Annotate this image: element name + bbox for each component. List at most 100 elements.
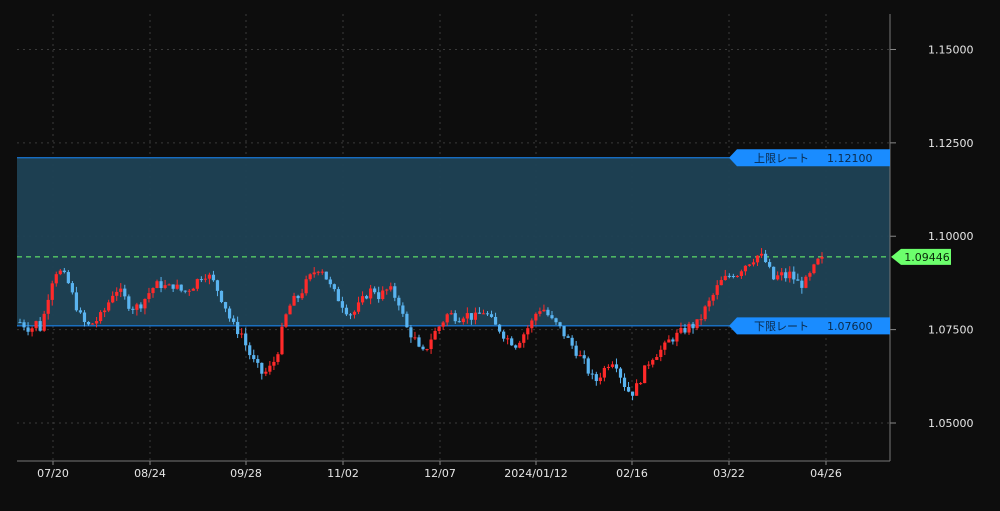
- candle-down: [457, 321, 461, 323]
- candle-up: [50, 283, 54, 300]
- candle-down: [417, 337, 421, 347]
- candle-down: [514, 345, 518, 348]
- candle-up: [425, 349, 429, 351]
- candle-down: [324, 271, 328, 280]
- candle-down: [248, 345, 252, 356]
- candle-down: [683, 327, 687, 333]
- candle-up: [167, 284, 171, 286]
- candle-up: [187, 290, 191, 292]
- candle-down: [62, 270, 66, 273]
- candle-down: [18, 322, 22, 324]
- candle-up: [530, 320, 534, 329]
- candle-up: [723, 275, 727, 281]
- candle-down: [377, 292, 381, 300]
- candle-down: [131, 308, 135, 310]
- candle-up: [715, 285, 719, 295]
- candle-down: [373, 288, 377, 293]
- candle-down: [510, 338, 514, 346]
- candle-up: [429, 339, 433, 350]
- candle-down: [800, 280, 804, 288]
- candle-up: [413, 337, 417, 339]
- candle-up: [655, 357, 659, 360]
- candle-down: [586, 358, 590, 374]
- x-tick-label: 11/02: [327, 467, 359, 480]
- candle-up: [812, 264, 816, 274]
- candle-up: [111, 295, 115, 303]
- candle-down: [236, 321, 240, 335]
- candle-up: [115, 291, 119, 296]
- candle-up: [687, 323, 691, 333]
- candle-up: [449, 313, 453, 315]
- candle-up: [135, 304, 139, 310]
- candle-down: [485, 313, 490, 315]
- candle-down: [768, 262, 772, 267]
- candle-down: [364, 296, 369, 299]
- candle-up: [675, 332, 679, 342]
- upper-limit-tag: [729, 149, 890, 167]
- candle-up: [538, 311, 542, 314]
- candle-up: [369, 288, 373, 299]
- candle-up: [759, 253, 764, 256]
- candle-up: [280, 326, 284, 355]
- candle-up: [143, 298, 147, 309]
- y-tick-label: 1.10000: [928, 230, 974, 243]
- candle-up: [272, 361, 276, 366]
- candle-down: [332, 284, 336, 290]
- candle-up: [46, 299, 50, 314]
- candle-up: [268, 365, 272, 372]
- candle-up: [788, 271, 792, 279]
- candle-up: [264, 371, 268, 374]
- candle-up: [542, 309, 546, 312]
- y-tick-label: 1.12500: [928, 137, 974, 150]
- band-fill: [17, 157, 890, 326]
- candle-up: [743, 265, 748, 272]
- candle-up: [90, 323, 95, 325]
- candle-down: [244, 333, 248, 346]
- candle-up: [284, 314, 288, 327]
- candle-down: [252, 355, 256, 360]
- candle-down: [763, 253, 768, 263]
- candle-up: [473, 312, 478, 320]
- candle-down: [171, 284, 175, 289]
- candle-up: [735, 275, 739, 277]
- price-tags: 上限レート 1.12100 下限レート 1.07600 1.09446: [729, 149, 951, 335]
- candle-up: [639, 383, 643, 385]
- lower-limit-tag-label: 下限レート: [754, 320, 809, 333]
- candle-down: [796, 279, 800, 281]
- y-tick-label: 1.07500: [928, 324, 974, 337]
- candle-up: [602, 367, 606, 378]
- axes: [17, 14, 896, 465]
- candle-down: [393, 286, 397, 298]
- candle-up: [58, 270, 62, 275]
- candle-down: [86, 322, 91, 325]
- candle-up: [522, 334, 526, 343]
- candle-down: [405, 313, 409, 328]
- candle-down: [215, 280, 220, 291]
- candle-down: [123, 288, 127, 297]
- candle-up: [534, 313, 538, 321]
- candle-up: [240, 333, 244, 335]
- candle-up: [739, 271, 743, 276]
- candle-down: [219, 290, 224, 303]
- candle-down: [78, 310, 83, 313]
- candle-up: [203, 278, 207, 280]
- candle-up: [437, 326, 441, 331]
- candle-up: [776, 275, 780, 280]
- candle-down: [223, 302, 228, 309]
- candle-down: [574, 345, 578, 356]
- candle-down: [409, 327, 413, 338]
- y-tick-label: 1.15000: [928, 43, 974, 56]
- candle-down: [70, 283, 74, 293]
- candle-down: [22, 322, 26, 328]
- candle-up: [94, 321, 99, 324]
- upper-limit-tag-value: 1.12100: [827, 152, 873, 165]
- candle-down: [82, 312, 87, 323]
- candle-down: [497, 324, 502, 332]
- candle-up: [465, 313, 469, 319]
- candle-up: [578, 355, 582, 357]
- candle-up: [643, 365, 647, 384]
- candle-up: [352, 311, 357, 315]
- candle-up: [288, 305, 292, 315]
- candle-up: [389, 286, 393, 290]
